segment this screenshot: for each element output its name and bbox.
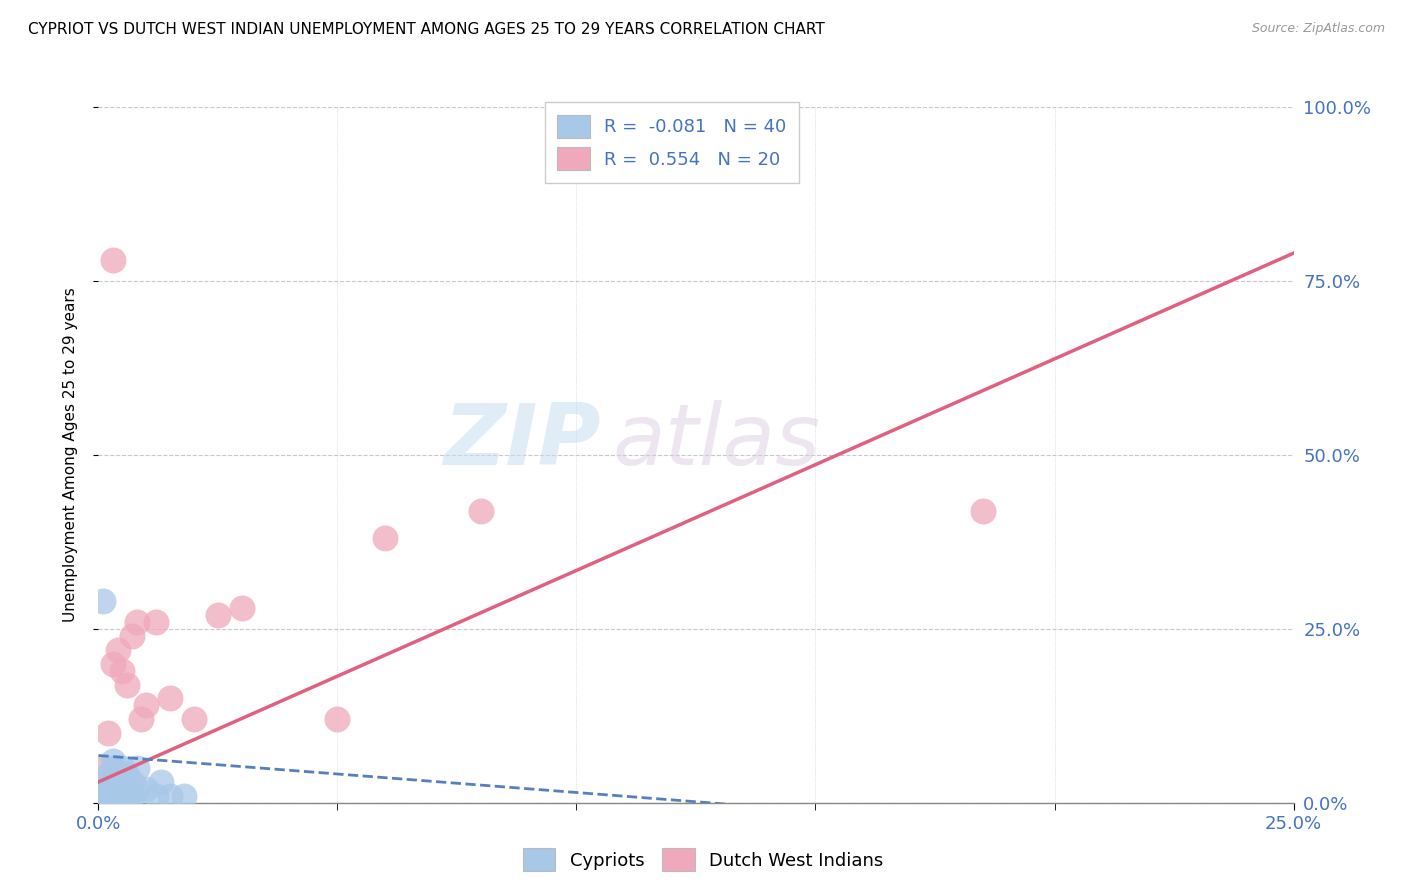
- Point: [183, 712, 205, 726]
- Point: [115, 781, 138, 796]
- Text: Source: ZipAtlas.com: Source: ZipAtlas.com: [1251, 22, 1385, 36]
- Point: [101, 796, 124, 810]
- Point: [101, 775, 124, 789]
- Point: [115, 768, 138, 782]
- Text: atlas: atlas: [613, 400, 820, 483]
- Point: [107, 642, 129, 657]
- Legend: R =  -0.081   N = 40, R =  0.554   N = 20: R = -0.081 N = 40, R = 0.554 N = 20: [546, 103, 799, 183]
- Point: [101, 657, 124, 671]
- Point: [111, 796, 134, 810]
- Point: [91, 781, 114, 796]
- Point: [121, 629, 143, 643]
- Point: [101, 789, 124, 803]
- Point: [107, 775, 129, 789]
- Point: [91, 775, 114, 789]
- Point: [135, 781, 157, 796]
- Point: [107, 796, 129, 810]
- Point: [101, 789, 124, 803]
- Point: [145, 615, 167, 629]
- Point: [326, 712, 349, 726]
- Point: [149, 775, 172, 789]
- Point: [91, 594, 114, 608]
- Legend: Cypriots, Dutch West Indians: Cypriots, Dutch West Indians: [516, 841, 890, 879]
- Point: [101, 754, 124, 768]
- Point: [121, 775, 143, 789]
- Text: CYPRIOT VS DUTCH WEST INDIAN UNEMPLOYMENT AMONG AGES 25 TO 29 YEARS CORRELATION : CYPRIOT VS DUTCH WEST INDIAN UNEMPLOYMEN…: [28, 22, 825, 37]
- Point: [97, 796, 120, 810]
- Point: [107, 789, 129, 803]
- Point: [125, 761, 148, 775]
- Point: [207, 607, 229, 622]
- Point: [131, 712, 153, 726]
- Point: [91, 796, 114, 810]
- Point: [97, 768, 120, 782]
- Point: [101, 253, 124, 268]
- Text: ZIP: ZIP: [443, 400, 600, 483]
- Y-axis label: Unemployment Among Ages 25 to 29 years: Unemployment Among Ages 25 to 29 years: [63, 287, 77, 623]
- Point: [115, 796, 138, 810]
- Point: [173, 789, 195, 803]
- Point: [125, 615, 148, 629]
- Point: [470, 503, 492, 517]
- Point: [159, 691, 181, 706]
- Point: [97, 789, 120, 803]
- Point: [111, 664, 134, 678]
- Point: [101, 761, 124, 775]
- Point: [159, 789, 181, 803]
- Point: [972, 503, 994, 517]
- Point: [145, 789, 167, 803]
- Point: [101, 781, 124, 796]
- Point: [121, 789, 143, 803]
- Point: [91, 789, 114, 803]
- Point: [101, 796, 124, 810]
- Point: [135, 698, 157, 713]
- Point: [91, 761, 114, 775]
- Point: [107, 781, 129, 796]
- Point: [111, 781, 134, 796]
- Point: [231, 601, 253, 615]
- Point: [111, 775, 134, 789]
- Point: [111, 796, 134, 810]
- Point: [107, 768, 129, 782]
- Point: [97, 726, 120, 740]
- Point: [111, 761, 134, 775]
- Point: [111, 789, 134, 803]
- Point: [374, 532, 396, 546]
- Point: [115, 677, 138, 691]
- Point: [125, 781, 148, 796]
- Point: [97, 781, 120, 796]
